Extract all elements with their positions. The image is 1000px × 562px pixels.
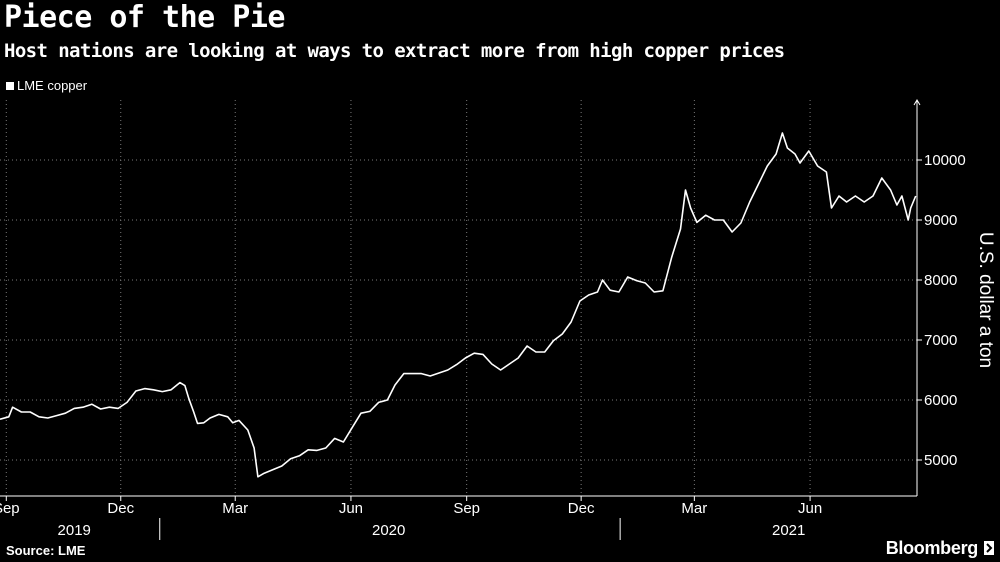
grid-lines bbox=[0, 100, 917, 496]
brand-mark-icon bbox=[984, 541, 994, 555]
legend-label: LME copper bbox=[17, 78, 88, 93]
x-tick-label: Sep bbox=[453, 500, 480, 517]
y-axis-title: U.S. dollar a ton bbox=[975, 232, 996, 368]
x-tick-label: Jun bbox=[339, 500, 363, 517]
y-tick-label: 6000 bbox=[924, 392, 957, 409]
chart-title: Piece of the Pie bbox=[4, 0, 285, 35]
axes bbox=[0, 99, 922, 540]
chart-subtitle: Host nations are looking at ways to extr… bbox=[4, 40, 785, 62]
y-tick-label: 8000 bbox=[924, 272, 957, 289]
series-line-lme-copper bbox=[0, 132, 917, 478]
x-tick-label: Sep bbox=[0, 500, 20, 517]
x-year-label: 2019 bbox=[58, 522, 91, 539]
y-tick-label: 9000 bbox=[924, 212, 957, 229]
legend-swatch bbox=[6, 81, 14, 90]
y-tick-label: 7000 bbox=[924, 332, 957, 349]
x-year-label: 2021 bbox=[772, 522, 805, 539]
chart-legend: LME copper bbox=[6, 78, 87, 93]
x-tick-label: Mar bbox=[222, 500, 248, 517]
x-tick-label: Dec bbox=[107, 500, 134, 517]
brand-logo: Bloomberg bbox=[885, 538, 979, 558]
y-tick-label: 10000 bbox=[924, 152, 966, 169]
x-tick-label: Mar bbox=[681, 500, 707, 517]
x-year-label: 2020 bbox=[372, 522, 405, 539]
x-tick-label: Jun bbox=[798, 500, 822, 517]
source-note: Source: LME bbox=[6, 543, 86, 558]
tick-labels: 5000 6000 7000 8000 9000 10000 Sep Dec Mar Jun Sep… bbox=[0, 152, 996, 539]
y-tick-label: 5000 bbox=[924, 452, 957, 469]
series-layer bbox=[0, 132, 917, 478]
x-tick-label: Dec bbox=[568, 500, 595, 517]
y-axis-arrow-icon bbox=[913, 99, 921, 106]
